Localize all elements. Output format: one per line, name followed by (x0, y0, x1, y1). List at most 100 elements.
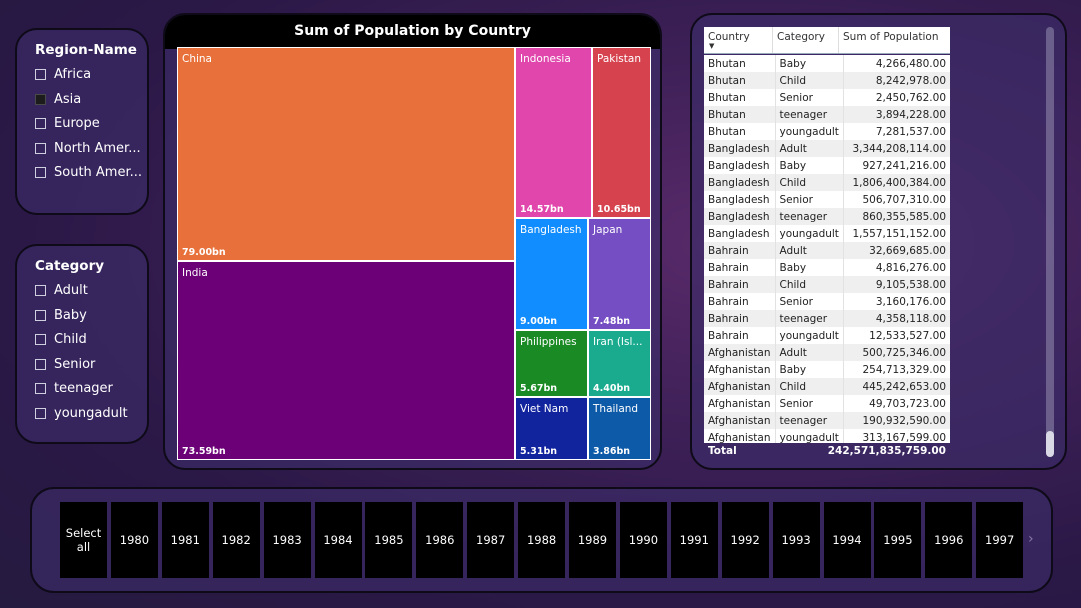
year-button[interactable]: 1991 (671, 502, 718, 578)
category-checkbox[interactable] (35, 359, 46, 370)
table-row[interactable]: Bhutan teenager 3,894,228.00 (704, 106, 950, 123)
treemap-tile[interactable]: Philippines 5.67bn (515, 330, 588, 397)
category-checkbox[interactable] (35, 408, 46, 419)
region-checkbox[interactable] (35, 118, 46, 129)
year-button[interactable]: 1997 (976, 502, 1023, 578)
treemap-tile-label: Bangladesh (520, 224, 582, 236)
select-all-button[interactable]: Select all (60, 502, 107, 578)
table-row[interactable]: Afghanistan Adult 500,725,346.00 (704, 344, 950, 361)
table-row[interactable]: Bahrain Senior 3,160,176.00 (704, 293, 950, 310)
year-button[interactable]: 1980 (111, 502, 158, 578)
year-button[interactable]: 1988 (518, 502, 565, 578)
cell-category: Child (775, 276, 843, 293)
treemap-tile[interactable]: Iran (Isl... 4.40bn (588, 330, 651, 397)
year-button[interactable]: 1981 (162, 502, 209, 578)
year-button[interactable]: 1983 (264, 502, 311, 578)
treemap-chart: China 79.00bn India 73.59bn Indonesia 14.57bn… (177, 47, 651, 460)
category-item[interactable]: Baby (35, 308, 87, 323)
table-row[interactable]: Afghanistan youngadult 313,167,599.00 (704, 429, 950, 443)
treemap-tile-value: 3.86bn (593, 446, 630, 457)
vertical-scrollbar[interactable] (1046, 27, 1054, 457)
treemap-tile[interactable]: Pakistan 10.65bn (592, 47, 651, 218)
table-row[interactable]: Bahrain Baby 4,816,276.00 (704, 259, 950, 276)
region-item[interactable]: Europe (35, 116, 100, 131)
table-row[interactable]: Afghanistan Child 445,242,653.00 (704, 378, 950, 395)
treemap-tile[interactable]: India 73.59bn (177, 261, 515, 460)
year-button[interactable]: 1992 (722, 502, 769, 578)
cell-country: Bahrain (704, 310, 775, 327)
year-button[interactable]: 1993 (773, 502, 820, 578)
category-item[interactable]: Child (35, 332, 87, 347)
region-checkbox[interactable] (35, 94, 46, 105)
cell-population: 4,358,118.00 (843, 310, 950, 327)
year-button[interactable]: 1984 (315, 502, 362, 578)
table-row[interactable]: Bahrain teenager 4,358,118.00 (704, 310, 950, 327)
cell-population: 9,105,538.00 (843, 276, 950, 293)
treemap-tile-value: 5.67bn (520, 383, 557, 394)
table-row[interactable]: Bahrain youngadult 12,533,527.00 (704, 327, 950, 344)
scrollbar-thumb[interactable] (1046, 431, 1054, 457)
treemap-tile[interactable]: Bangladesh 9.00bn (515, 218, 588, 330)
table-row[interactable]: Bhutan Baby 4,266,480.00 (704, 55, 950, 72)
table-row[interactable]: Bangladesh Senior 506,707,310.00 (704, 191, 950, 208)
region-checkbox[interactable] (35, 167, 46, 178)
cell-country: Bhutan (704, 123, 775, 140)
category-item[interactable]: teenager (35, 381, 113, 396)
table-row[interactable]: Bangladesh youngadult 1,557,151,152.00 (704, 225, 950, 242)
year-button[interactable]: 1986 (416, 502, 463, 578)
treemap-tile-label: Thailand (593, 403, 638, 415)
year-button[interactable]: 1989 (569, 502, 616, 578)
category-checkbox[interactable] (35, 310, 46, 321)
table-row[interactable]: Bangladesh Adult 3,344,208,114.00 (704, 140, 950, 157)
year-button[interactable]: 1990 (620, 502, 667, 578)
treemap-tile[interactable]: Indonesia 14.57bn (515, 47, 592, 218)
treemap-tile[interactable]: Japan 7.48bn (588, 218, 651, 330)
region-item[interactable]: Africa (35, 67, 91, 82)
table-row[interactable]: Bhutan Senior 2,450,762.00 (704, 89, 950, 106)
category-item[interactable]: youngadult (35, 406, 128, 421)
region-item[interactable]: Asia (35, 92, 81, 107)
table-row[interactable]: Bangladesh teenager 860,355,585.00 (704, 208, 950, 225)
table-row[interactable]: Bahrain Adult 32,669,685.00 (704, 242, 950, 259)
region-checkbox[interactable] (35, 69, 46, 80)
region-item[interactable]: South Amer... (35, 165, 142, 180)
table-row[interactable]: Afghanistan Senior 49,703,723.00 (704, 395, 950, 412)
table-row[interactable]: Bhutan Child 8,242,978.00 (704, 72, 950, 89)
treemap-tile[interactable]: China 79.00bn (177, 47, 515, 261)
cell-category: Adult (775, 140, 843, 157)
table-row[interactable]: Bhutan youngadult 7,281,537.00 (704, 123, 950, 140)
year-button[interactable]: 1987 (467, 502, 514, 578)
cell-population: 32,669,685.00 (843, 242, 950, 259)
cell-country: Afghanistan (704, 361, 775, 378)
category-checkbox[interactable] (35, 383, 46, 394)
cell-country: Afghanistan (704, 412, 775, 429)
year-button[interactable]: 1985 (365, 502, 412, 578)
year-button[interactable]: 1982 (213, 502, 260, 578)
category-item[interactable]: Adult (35, 283, 88, 298)
header-category[interactable]: Category (772, 27, 838, 53)
cell-country: Bangladesh (704, 174, 775, 191)
header-population[interactable]: Sum of Population (838, 27, 950, 53)
header-country[interactable]: Country ▼ (704, 27, 772, 53)
category-item-label: Adult (54, 283, 88, 298)
table-row[interactable]: Bangladesh Child 1,806,400,384.00 (704, 174, 950, 191)
region-item[interactable]: North Amer... (35, 141, 141, 156)
cell-category: Adult (775, 242, 843, 259)
region-checkbox[interactable] (35, 143, 46, 154)
table-row[interactable]: Afghanistan teenager 190,932,590.00 (704, 412, 950, 429)
year-button[interactable]: 1994 (824, 502, 871, 578)
category-checkbox[interactable] (35, 285, 46, 296)
table-row[interactable]: Afghanistan Baby 254,713,329.00 (704, 361, 950, 378)
chevron-right-icon[interactable]: › (1028, 531, 1034, 547)
category-checkbox[interactable] (35, 334, 46, 345)
year-button[interactable]: 1996 (925, 502, 972, 578)
treemap-tile[interactable]: Viet Nam 5.31bn (515, 397, 588, 460)
treemap-tile[interactable]: Thailand 3.86bn (588, 397, 651, 460)
sort-desc-icon: ▼ (709, 42, 714, 50)
treemap-tile-value: 9.00bn (520, 316, 557, 327)
table-row[interactable]: Bangladesh Baby 927,241,216.00 (704, 157, 950, 174)
cell-category: Baby (775, 157, 843, 174)
table-row[interactable]: Bahrain Child 9,105,538.00 (704, 276, 950, 293)
year-button[interactable]: 1995 (874, 502, 921, 578)
category-item[interactable]: Senior (35, 357, 95, 372)
